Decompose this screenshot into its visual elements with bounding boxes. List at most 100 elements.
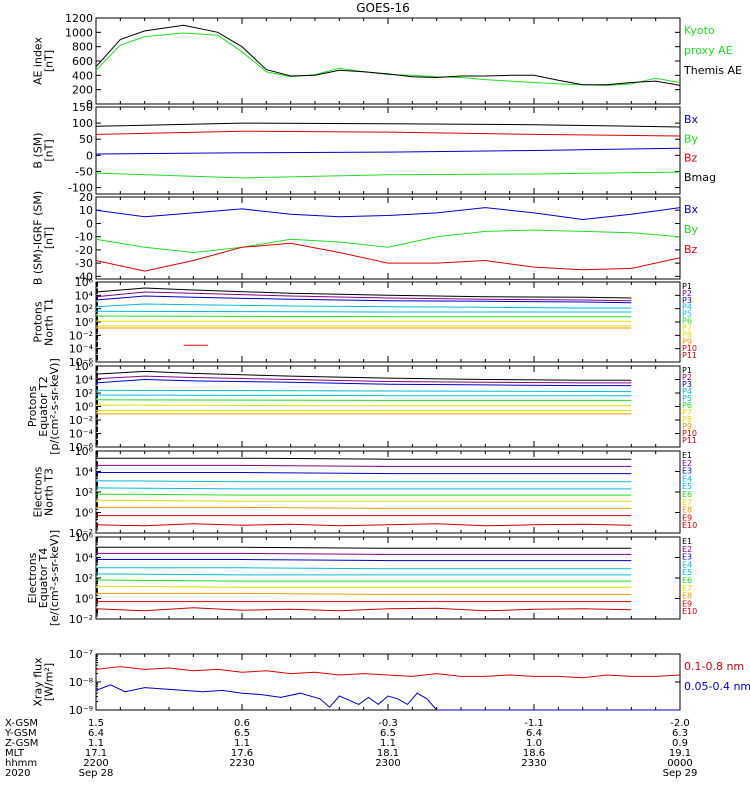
- legend-label: By: [684, 132, 699, 145]
- y-tick-label: 10⁻⁹: [69, 704, 93, 717]
- orbit-value: 2300: [375, 758, 400, 769]
- series-line-e3: [96, 472, 632, 475]
- legend-label: By: [684, 223, 699, 236]
- channel-label: P11: [682, 436, 697, 445]
- y-axis-label: North T1: [43, 298, 56, 346]
- series-line-p4: [95, 303, 632, 309]
- legend-label: 0.05-0.4 nm: [684, 680, 750, 693]
- series-line-by: [95, 229, 681, 254]
- channel-label: E3: [682, 467, 692, 476]
- channel-label: P9: [682, 337, 692, 346]
- y-tick-label: 10⁻⁴: [69, 343, 94, 356]
- series-line-e7: [95, 585, 632, 588]
- channel-label: E6: [682, 490, 692, 499]
- orbit-value: 18.1: [377, 748, 399, 759]
- orbit-value: -1.1: [524, 718, 544, 729]
- series-line-e2: [96, 552, 632, 555]
- channel-label: E4: [682, 474, 692, 483]
- channel-label: P8: [682, 415, 692, 424]
- channel-label: E5: [682, 482, 692, 491]
- panel-frame: [95, 196, 681, 280]
- y-tick-label: 10⁶: [75, 445, 94, 458]
- series-line-bmag: [95, 122, 681, 128]
- series-line-p6: [95, 315, 632, 318]
- orbit-value: 2230: [229, 758, 254, 769]
- series-line-p4: [95, 389, 632, 393]
- orbit-row-label: 2020: [5, 768, 30, 779]
- y-tick-label: 10⁴: [75, 374, 94, 387]
- series-line-p6: [95, 399, 632, 401]
- y-tick-label: 10⁰: [75, 401, 94, 414]
- series-line-0-1-0-8-nm: [95, 666, 681, 679]
- y-tick-label: 10⁻⁸: [69, 676, 94, 689]
- orbit-table: X-GSMY-GSMZ-GSMMLThhmm20201.56.41.117.12…: [4, 718, 697, 779]
- channel-label: P4: [682, 387, 692, 396]
- y-tick-label: 10⁴: [75, 289, 94, 302]
- y-tick-label: 10⁰: [75, 316, 94, 329]
- series-line-e1: [96, 457, 632, 460]
- y-tick-label: -10: [75, 231, 93, 244]
- legend-label: Bz: [684, 243, 698, 256]
- channel-label: P11: [682, 351, 697, 360]
- series-line-e6: [95, 579, 632, 582]
- series-line-bz: [95, 130, 681, 137]
- orbit-row-label: Z-GSM: [5, 738, 38, 749]
- channel-label: E10: [682, 607, 697, 616]
- channel-label: E2: [682, 545, 692, 554]
- y-tick-label: -30: [75, 257, 93, 270]
- series-line-e5: [95, 487, 632, 490]
- y-tick-label: 10⁶: [75, 531, 94, 544]
- channel-label: E4: [682, 560, 692, 569]
- y-tick-label: 200: [72, 84, 93, 97]
- y-tick-label: 1200: [65, 12, 93, 25]
- series-line-p1: [95, 370, 632, 381]
- orbit-value: 6.4: [526, 728, 542, 739]
- y-tick-label: -40: [75, 270, 93, 283]
- channel-label: P1: [682, 366, 692, 375]
- y-axis-label: Xray flux: [32, 657, 45, 707]
- y-tick-label: 10⁻⁴: [69, 428, 94, 441]
- channel-label: E1: [682, 537, 692, 546]
- panel-frame: [95, 450, 681, 534]
- y-axis-label: North T3: [43, 468, 56, 516]
- orbit-row-label: hhmm: [5, 758, 37, 769]
- orbit-value: 18.6: [523, 748, 545, 759]
- series-line-bz: [95, 242, 681, 272]
- legend-label: Bmag: [684, 171, 716, 184]
- channel-label: P7: [682, 408, 692, 417]
- panel-frame: [95, 281, 681, 363]
- legend-label: Themis AE: [683, 64, 742, 77]
- orbit-value: 2330: [521, 758, 546, 769]
- y-tick-label: 800: [72, 41, 93, 54]
- orbit-value: 1.1: [88, 738, 104, 749]
- y-tick-label: 10⁻²: [69, 527, 93, 540]
- series-line-e1: [96, 546, 632, 549]
- channel-label: P6: [682, 401, 692, 410]
- channel-label: P3: [682, 296, 692, 305]
- orbit-value: 6.5: [380, 728, 396, 739]
- y-tick-label: 0: [86, 149, 93, 162]
- y-tick-label: 50: [79, 133, 93, 146]
- legend-label: proxy AE: [684, 44, 733, 57]
- y-axis-label: [p/(cm²-s-sr-keV)]: [48, 358, 61, 455]
- series-line-e8: [96, 506, 632, 509]
- channel-label: E3: [682, 553, 692, 562]
- legend-label: Kyoto: [684, 24, 715, 37]
- y-tick-label: 10²: [75, 572, 93, 585]
- orbit-value: 0.6: [234, 718, 250, 729]
- orbit-value: 1.0: [526, 738, 542, 749]
- y-tick-label: -100: [68, 182, 93, 195]
- series-line-0-05-0-4-nm: [95, 684, 680, 711]
- channel-label: P10: [682, 429, 697, 438]
- orbit-value: 17.1: [85, 748, 107, 759]
- orbit-value: Sep 28: [79, 768, 114, 779]
- channel-label: P10: [682, 344, 697, 353]
- series-line-bx: [95, 147, 681, 155]
- orbit-row-label: X-GSM: [5, 718, 38, 729]
- legend-label: Bx: [684, 203, 699, 216]
- channel-label: E6: [682, 576, 692, 585]
